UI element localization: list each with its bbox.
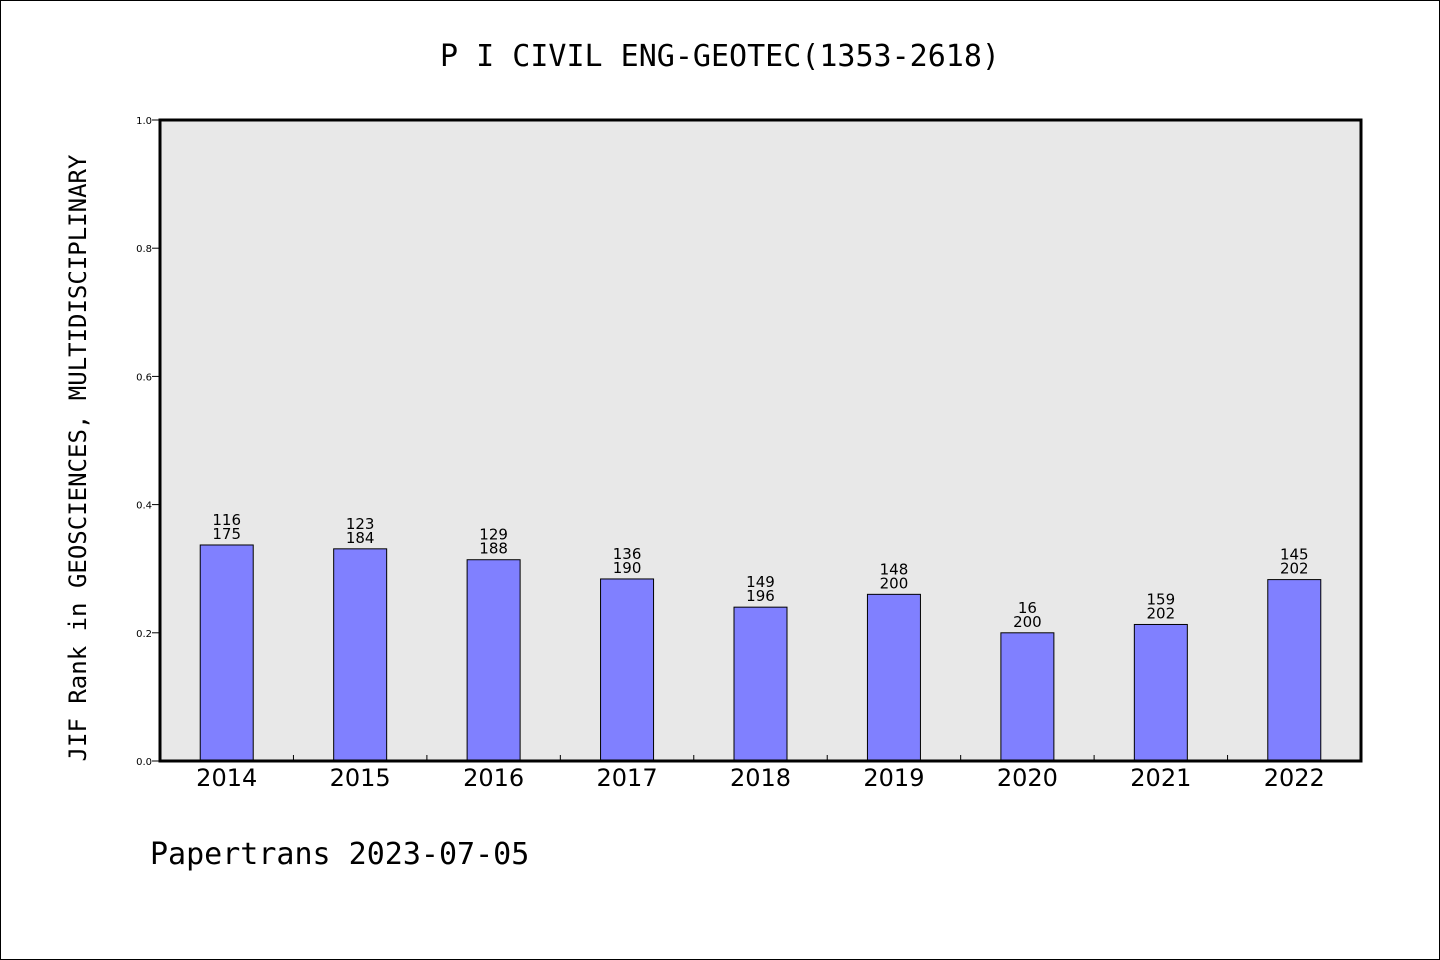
bar-total-label: 188 bbox=[479, 540, 508, 558]
bar-2015 bbox=[333, 548, 388, 762]
y-axis-label: JIF Rank in GEOSCIENCES, MULTIDISCIPLINA… bbox=[64, 154, 92, 761]
bar-total-label: 202 bbox=[1280, 560, 1309, 578]
bar-rank-label: 136 bbox=[613, 545, 642, 563]
bar-2021 bbox=[1133, 623, 1188, 762]
bar-rank-label: 148 bbox=[880, 560, 909, 578]
y-tick-label: 0.8 bbox=[136, 244, 152, 255]
y-tick-label: 0.6 bbox=[136, 372, 152, 383]
bar-2020 bbox=[1000, 632, 1055, 762]
bar-rank-label: 149 bbox=[746, 573, 775, 591]
y-axis: 0.0 0.2 0.4 0.6 0.8 1.0 bbox=[136, 116, 160, 768]
bar-2017 bbox=[600, 578, 655, 762]
x-tick-label: 2017 bbox=[597, 764, 658, 792]
bar-2016 bbox=[466, 559, 521, 762]
bar-rank-label: 123 bbox=[346, 515, 375, 533]
bar-rank-label: 159 bbox=[1147, 590, 1176, 608]
x-tick-label: 2019 bbox=[863, 764, 924, 792]
x-tick-label: 2015 bbox=[330, 764, 391, 792]
x-tick-label: 2018 bbox=[730, 764, 791, 792]
x-tick-label: 2022 bbox=[1264, 764, 1325, 792]
footer-watermark: Papertrans 2023-07-05 bbox=[150, 837, 529, 872]
bar-2019 bbox=[866, 593, 921, 762]
bar-rank-label: 16 bbox=[1018, 599, 1037, 617]
bar-2018 bbox=[733, 606, 788, 762]
bar-total-label: 190 bbox=[613, 559, 642, 577]
x-tick-label: 2016 bbox=[463, 764, 524, 792]
bar-rank-label: 145 bbox=[1280, 546, 1309, 564]
plot-border bbox=[158, 118, 1363, 763]
bar-2022 bbox=[1267, 579, 1322, 762]
x-axis: 2014 2015 2016 2017 2018 2019 2020 2021 2022 bbox=[196, 755, 1325, 792]
bar-total-label: 200 bbox=[880, 574, 909, 592]
x-tick-label: 2021 bbox=[1130, 764, 1191, 792]
chart-title: P I CIVIL ENG-GEOTEC(1353-2618) bbox=[440, 39, 1000, 74]
y-tick-label: 1.0 bbox=[136, 116, 152, 127]
bar-2014 bbox=[199, 544, 254, 762]
bar-rank-label: 129 bbox=[479, 526, 508, 544]
x-tick-label: 2014 bbox=[196, 764, 257, 792]
y-tick-label: 0.4 bbox=[136, 501, 152, 512]
bar-rank-label: 116 bbox=[212, 511, 241, 529]
bar-total-label: 202 bbox=[1147, 604, 1176, 622]
bar-total-label: 200 bbox=[1013, 613, 1042, 631]
y-tick-label: 0.0 bbox=[136, 757, 152, 768]
bar-total-label: 184 bbox=[346, 529, 375, 547]
x-tick-label: 2020 bbox=[997, 764, 1058, 792]
bar-total-label: 175 bbox=[212, 525, 241, 543]
y-tick-label: 0.2 bbox=[136, 629, 152, 640]
bar-total-label: 196 bbox=[746, 587, 775, 605]
